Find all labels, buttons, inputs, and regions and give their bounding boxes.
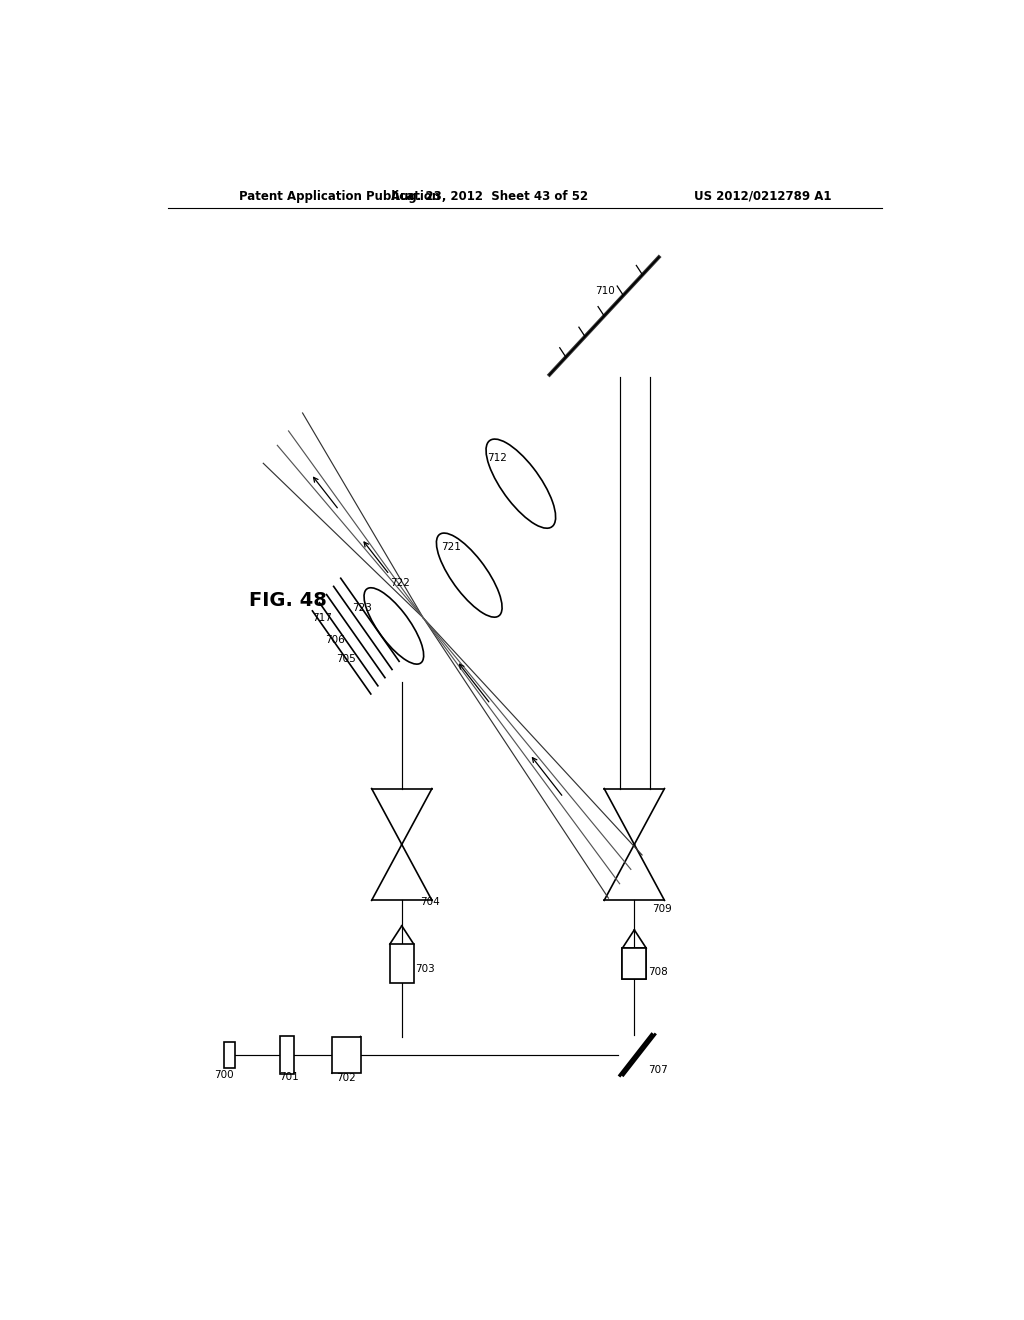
Text: Aug. 23, 2012  Sheet 43 of 52: Aug. 23, 2012 Sheet 43 of 52 bbox=[390, 190, 588, 202]
Text: 705: 705 bbox=[336, 655, 355, 664]
Text: 722: 722 bbox=[390, 578, 410, 589]
Text: 700: 700 bbox=[214, 1071, 233, 1080]
Bar bbox=[623, 948, 646, 978]
Text: 702: 702 bbox=[336, 1073, 355, 1084]
Text: 709: 709 bbox=[652, 903, 672, 913]
Text: 708: 708 bbox=[648, 966, 668, 977]
Text: FIG. 48: FIG. 48 bbox=[249, 591, 327, 610]
Bar bbox=[224, 1043, 234, 1068]
Text: 701: 701 bbox=[279, 1072, 299, 1082]
Text: 703: 703 bbox=[416, 965, 435, 974]
Text: 710: 710 bbox=[595, 285, 614, 296]
Bar bbox=[390, 944, 414, 982]
Bar bbox=[332, 1036, 360, 1073]
Text: 706: 706 bbox=[325, 635, 344, 645]
Text: 717: 717 bbox=[312, 612, 332, 623]
Text: 707: 707 bbox=[648, 1065, 669, 1074]
Text: 712: 712 bbox=[486, 453, 507, 463]
Text: Patent Application Publication: Patent Application Publication bbox=[240, 190, 440, 202]
Bar bbox=[623, 948, 646, 978]
Text: 704: 704 bbox=[420, 898, 439, 907]
Text: US 2012/0212789 A1: US 2012/0212789 A1 bbox=[694, 190, 831, 202]
Text: 723: 723 bbox=[352, 603, 372, 612]
Text: 721: 721 bbox=[441, 541, 462, 552]
Bar bbox=[280, 1036, 294, 1074]
